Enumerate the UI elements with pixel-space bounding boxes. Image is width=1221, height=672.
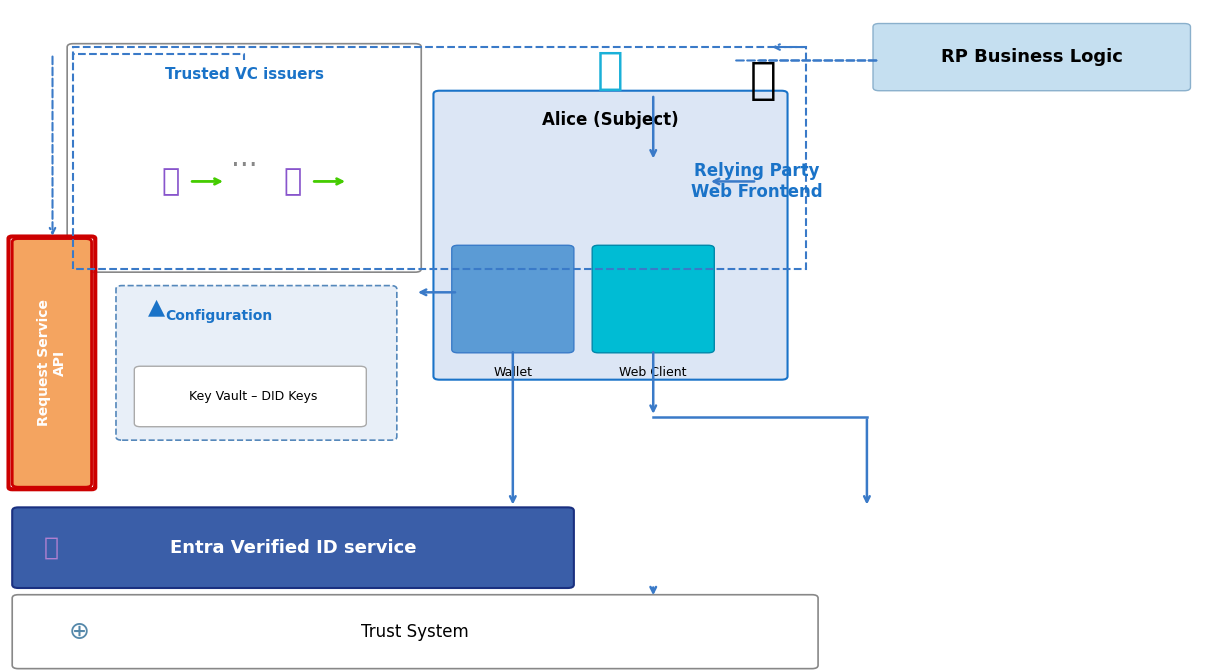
Text: Request Service
API: Request Service API bbox=[37, 300, 67, 426]
Text: Relying Party
Web Frontend: Relying Party Web Frontend bbox=[691, 162, 823, 201]
Text: ▲: ▲ bbox=[148, 297, 165, 317]
Text: Trusted VC issuers: Trusted VC issuers bbox=[165, 67, 324, 82]
FancyBboxPatch shape bbox=[12, 595, 818, 669]
Text: Key Vault – DID Keys: Key Vault – DID Keys bbox=[189, 390, 317, 403]
Text: Entra Verified ID service: Entra Verified ID service bbox=[170, 539, 416, 556]
FancyBboxPatch shape bbox=[873, 24, 1190, 91]
Text: Alice (Subject): Alice (Subject) bbox=[542, 111, 679, 129]
FancyBboxPatch shape bbox=[452, 245, 574, 353]
Text: Web Client: Web Client bbox=[619, 366, 687, 379]
Text: 👤: 👤 bbox=[162, 167, 179, 196]
FancyBboxPatch shape bbox=[134, 366, 366, 427]
Text: ...: ... bbox=[231, 144, 258, 172]
Text: Trust System: Trust System bbox=[361, 623, 469, 640]
FancyBboxPatch shape bbox=[592, 245, 714, 353]
Text: Configuration: Configuration bbox=[165, 309, 272, 323]
Text: RP Business Logic: RP Business Logic bbox=[941, 48, 1122, 66]
FancyBboxPatch shape bbox=[433, 91, 788, 380]
FancyBboxPatch shape bbox=[67, 44, 421, 272]
Text: 👤: 👤 bbox=[44, 536, 59, 560]
FancyBboxPatch shape bbox=[12, 507, 574, 588]
Text: ⊕: ⊕ bbox=[68, 620, 90, 644]
Text: 👤: 👤 bbox=[597, 49, 624, 92]
Text: Wallet: Wallet bbox=[493, 366, 532, 379]
Text: 👤: 👤 bbox=[284, 167, 302, 196]
FancyBboxPatch shape bbox=[12, 239, 92, 487]
FancyBboxPatch shape bbox=[116, 286, 397, 440]
Text: 🌐: 🌐 bbox=[750, 59, 777, 102]
